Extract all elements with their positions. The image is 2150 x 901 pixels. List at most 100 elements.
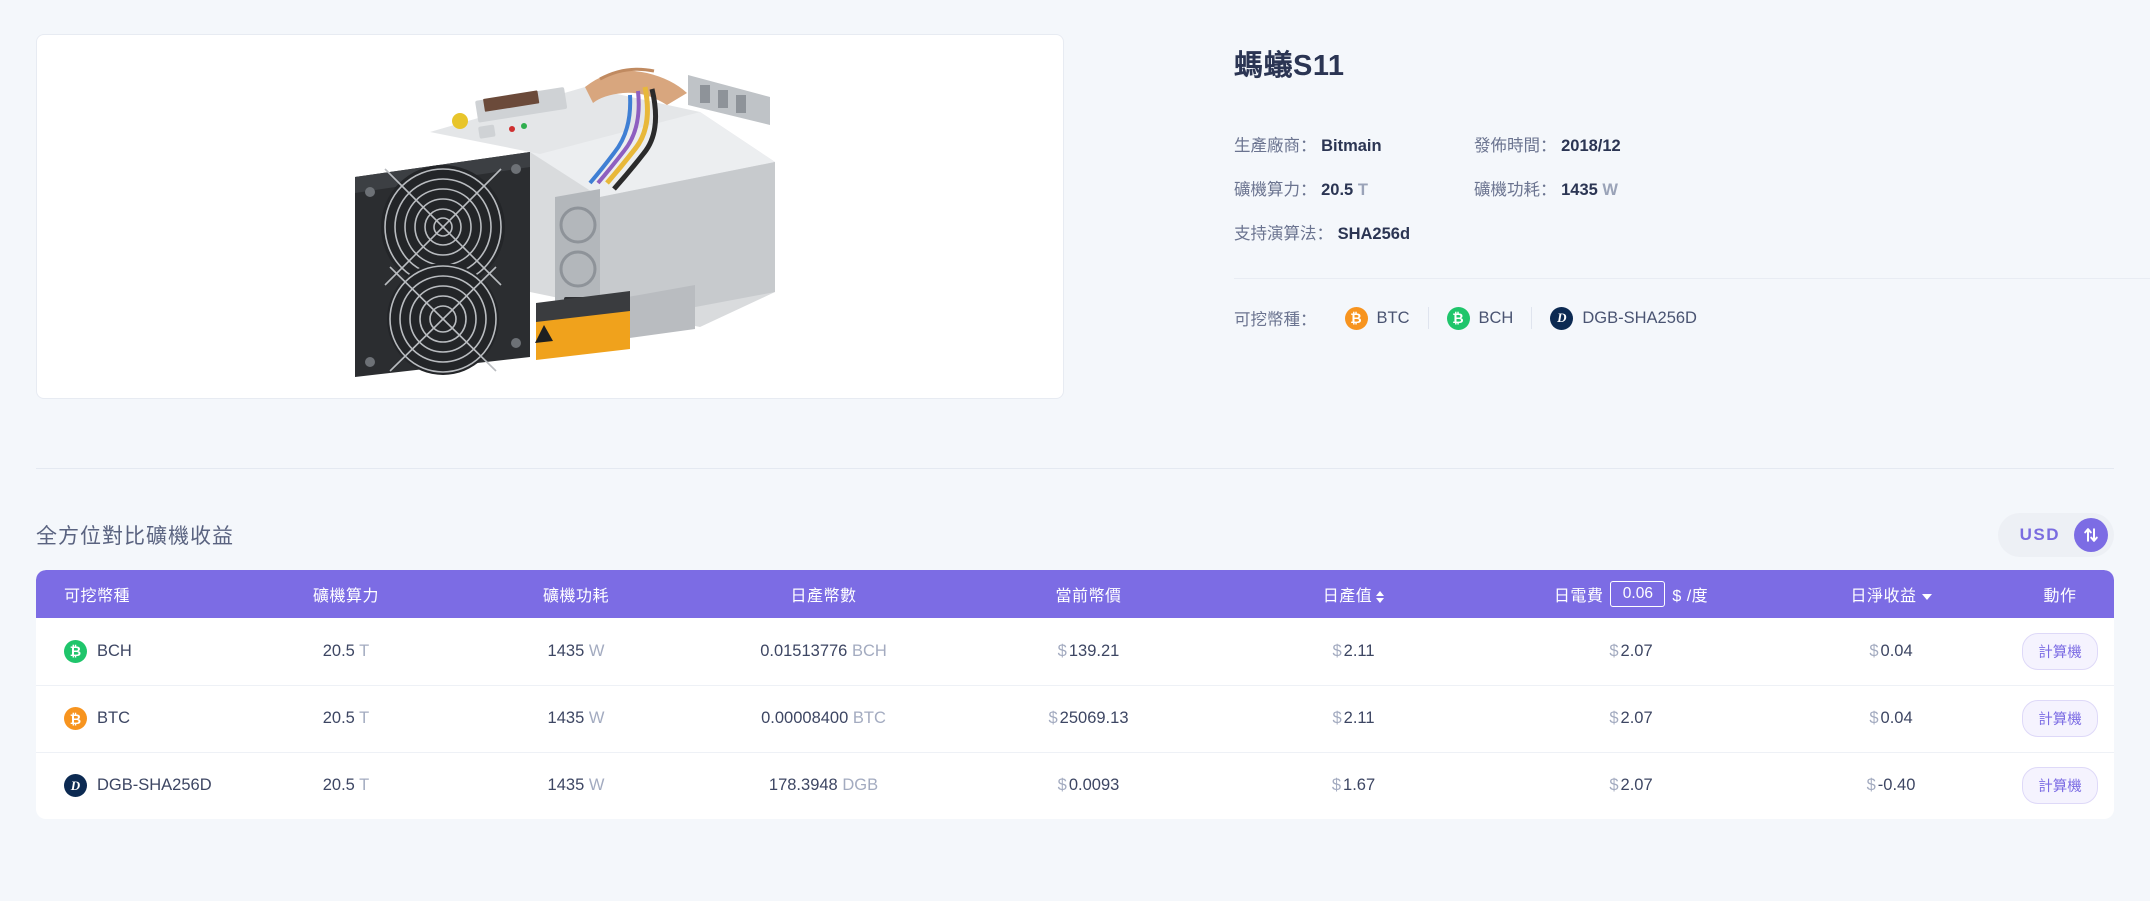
cell-daily-value: $2.11 bbox=[1221, 618, 1486, 686]
earnings-table: 可挖幣種 礦機算力 礦機功耗 日產幣數 當前幣價 日產值 日電費 $ bbox=[36, 570, 2114, 819]
spec-hashrate: 礦機算力： 20.5 T bbox=[1234, 176, 1434, 200]
spec-power-value: 1435 bbox=[1561, 181, 1598, 199]
mineable-coins-label: 可挖幣種： bbox=[1234, 311, 1317, 329]
th-hashrate: 礦機算力 bbox=[231, 570, 461, 618]
spec-divider bbox=[1234, 278, 2150, 279]
spec-manufacturer-label: 生產廠商： bbox=[1234, 137, 1317, 155]
electricity-price-input[interactable] bbox=[1610, 581, 1666, 607]
th-net-profit[interactable]: 日淨收益 bbox=[1776, 570, 2006, 618]
th-electricity: 日電費 $ /度 bbox=[1486, 570, 1776, 618]
spec-hashrate-value: 20.5 bbox=[1321, 181, 1354, 199]
cell-daily-output: 0.01513776 BCH bbox=[691, 618, 956, 686]
th-coin: 可挖幣種 bbox=[36, 570, 231, 618]
th-power: 礦機功耗 bbox=[461, 570, 691, 618]
th-daily-value[interactable]: 日產值 bbox=[1221, 570, 1486, 618]
cell-coin-label: BCH bbox=[97, 641, 132, 660]
bch-icon: ₿ bbox=[64, 639, 87, 663]
currency-symbol: $ bbox=[1057, 776, 1067, 795]
spec-manufacturer: 生產廠商： Bitmain bbox=[1234, 132, 1434, 156]
spec-manufacturer-value: Bitmain bbox=[1321, 137, 1382, 155]
cell-daily-value: $1.67 bbox=[1331, 776, 1376, 795]
product-image-card bbox=[36, 34, 1064, 399]
btc-icon: ₿ bbox=[64, 707, 87, 730]
cell-daily-output: 178.3948 DGB bbox=[768, 776, 879, 795]
cell-price: $139.21 bbox=[956, 618, 1221, 686]
currency-symbol: $ bbox=[1866, 776, 1876, 795]
section-divider bbox=[36, 468, 2114, 469]
btc-icon: ₿ bbox=[1344, 306, 1368, 330]
cell-coin[interactable]: D DGB-SHA256D bbox=[36, 752, 231, 819]
table-wrapper: 可挖幣種 礦機算力 礦機功耗 日產幣數 當前幣價 日產值 日電費 $ bbox=[0, 570, 2150, 819]
cell-coin[interactable]: ₿ BCH bbox=[36, 618, 231, 686]
cell-net-profit: $0.04 bbox=[1776, 618, 2006, 686]
calculator-button[interactable]: 計算機 bbox=[2022, 700, 2098, 737]
antminer-illustration bbox=[355, 67, 775, 377]
currency-symbol: $ bbox=[1331, 776, 1342, 795]
sort-both-icon[interactable] bbox=[1376, 590, 1385, 603]
spec-hashrate-unit: T bbox=[1357, 181, 1368, 199]
coin-chip-bch[interactable]: ₿ BCH bbox=[1429, 306, 1533, 330]
th-price: 當前幣價 bbox=[956, 570, 1221, 618]
spec-release-date-value: 2018/12 bbox=[1561, 137, 1621, 155]
earnings-comparison-section: 全方位對比礦機收益 USD 可挖幣種 礦機算力 礦機功耗 bbox=[0, 500, 2150, 819]
cell-power: 1435 W bbox=[461, 685, 691, 753]
cell-action: 計算機 bbox=[2006, 618, 2114, 686]
th-action: 動作 bbox=[2006, 570, 2114, 618]
cell-hashrate: 20.5 T bbox=[231, 685, 461, 753]
calculator-button[interactable]: 計算機 bbox=[2022, 767, 2098, 805]
th-daily-value-label: 日產值 bbox=[1322, 588, 1373, 605]
swap-vertical-icon bbox=[2074, 518, 2108, 552]
spec-power: 礦機功耗： 1435 W bbox=[1474, 176, 2150, 200]
table-row: ₿ BTC 20.5 T 1435 W 0.00008400 BTC bbox=[36, 685, 2114, 753]
currency-symbol: $ bbox=[1609, 641, 1619, 660]
currency-symbol: $ bbox=[1048, 709, 1058, 727]
dgb-icon: D bbox=[1550, 306, 1574, 330]
page-title: 螞蟻S11 bbox=[1234, 50, 1345, 82]
cell-output-unit: DGB bbox=[842, 776, 879, 795]
miner-photo bbox=[300, 57, 800, 377]
cell-action: 計算機 bbox=[2006, 752, 2114, 819]
spec-power-label: 礦機功耗： bbox=[1474, 181, 1557, 199]
cell-power-unit: W bbox=[588, 641, 605, 660]
mineable-coins-row: 可挖幣種： ₿ BTC ₿ BCH D DGB-SHA256D bbox=[1234, 306, 2150, 330]
cell-hashrate: 20.5 T bbox=[231, 618, 461, 686]
th-electricity-label: 日電費 bbox=[1553, 588, 1604, 605]
table-row: D DGB-SHA256D 20.5 T 1435 W 178.3948 DGB bbox=[36, 752, 2114, 819]
cell-daily-value: $2.11 bbox=[1221, 685, 1486, 753]
calculator-button[interactable]: 計算機 bbox=[2022, 632, 2098, 670]
cell-price: $0.0093 bbox=[1057, 776, 1120, 795]
table-row: ₿ BCH 20.5 T 1435 W 0.01513776 BCH bbox=[36, 618, 2114, 686]
th-electricity-unit: $ /度 bbox=[1672, 588, 1709, 605]
coin-chip-dgb[interactable]: D DGB-SHA256D bbox=[1532, 306, 1715, 330]
coin-chip-bch-label: BCH bbox=[1478, 308, 1514, 327]
currency-toggle-button[interactable]: USD bbox=[1997, 513, 2114, 557]
table-header-row: 可挖幣種 礦機算力 礦機功耗 日產幣數 當前幣價 日產值 日電費 $ bbox=[36, 570, 2114, 618]
section-title: 全方位對比礦機收益 bbox=[36, 525, 234, 548]
currency-symbol: $ bbox=[1869, 641, 1879, 660]
cell-daily-output: 0.00008400 BTC bbox=[691, 685, 956, 753]
cell-hashrate-unit: T bbox=[359, 776, 370, 795]
chevron-down-icon[interactable] bbox=[1921, 593, 1932, 600]
coin-chip-btc[interactable]: ₿ BTC bbox=[1327, 306, 1429, 330]
cell-output-unit: BCH bbox=[851, 641, 887, 660]
product-spec-panel: 螞蟻S11 生產廠商： Bitmain 發佈時間： 2018/12 礦機算力： … bbox=[1064, 34, 2150, 399]
product-overview: 螞蟻S11 生產廠商： Bitmain 發佈時間： 2018/12 礦機算力： … bbox=[0, 0, 2150, 399]
cell-power-unit: W bbox=[588, 776, 605, 795]
table-body: ₿ BCH 20.5 T 1435 W 0.01513776 BCH bbox=[36, 618, 2114, 819]
spec-algorithm-label: 支持演算法： bbox=[1234, 225, 1333, 243]
currency-symbol: $ bbox=[1057, 641, 1067, 660]
cell-net-profit: $0.04 bbox=[1776, 685, 2006, 753]
cell-coin-label: BTC bbox=[97, 709, 130, 728]
cell-coin[interactable]: ₿ BTC bbox=[36, 685, 231, 753]
cell-coin-label: DGB-SHA256D bbox=[97, 776, 212, 795]
cell-hashrate-unit: T bbox=[359, 709, 370, 727]
cell-power-unit: W bbox=[588, 709, 605, 727]
spec-algorithm: 支持演算法： SHA256d bbox=[1234, 220, 2150, 244]
table-header: 可挖幣種 礦機算力 礦機功耗 日產幣數 當前幣價 日產值 日電費 $ bbox=[36, 570, 2114, 618]
spec-grid: 生產廠商： Bitmain 發佈時間： 2018/12 礦機算力： 20.5 T… bbox=[1234, 132, 2150, 244]
section-header: 全方位對比礦機收益 USD bbox=[0, 500, 2150, 570]
cell-price: $25069.13 bbox=[956, 685, 1221, 753]
spec-algorithm-value: SHA256d bbox=[1337, 225, 1411, 243]
cell-output-unit: BTC bbox=[852, 709, 886, 727]
